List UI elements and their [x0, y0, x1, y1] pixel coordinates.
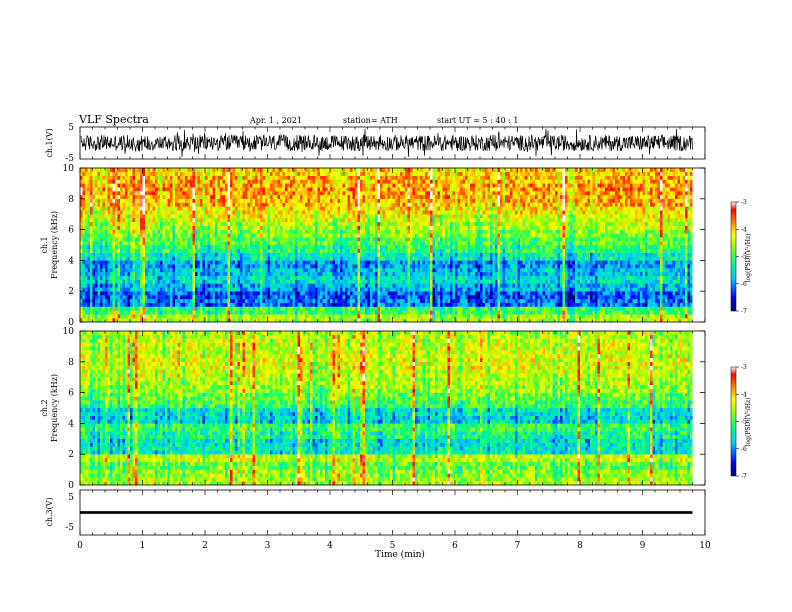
xtick-2: 2 [202, 541, 208, 551]
ch1-spec-ytick-8: 8 [68, 195, 74, 205]
ch2-spec-ylabel-channel: ch.2 [40, 399, 49, 416]
colorbar-tick-neg5: -5 [741, 419, 747, 426]
colorbar-tick-neg3: -3 [741, 199, 747, 206]
ch1-colorbar-label: log(PSD)(V²/Hz) [745, 234, 752, 283]
ch1-spectrogram-image [80, 168, 705, 322]
ch1-ytick-top: 5 [68, 123, 74, 133]
ch1-spec-ytick-4: 4 [68, 256, 74, 266]
ch2-spec-ylabel-frequency: Frequency (kHz) [50, 374, 59, 442]
ch1-waveform-trace [80, 128, 693, 157]
ch2-spectrogram-panel: 10 8 6 4 2 0 ch.2 Frequency (kHz) [40, 327, 706, 491]
colorbar-tick-neg4: -4 [741, 226, 747, 233]
xtick-3: 3 [265, 541, 271, 551]
ch1-wave-ylabel: ch.1(V) [45, 128, 54, 157]
date-label: Apr. 1 , 2021 [249, 116, 302, 125]
ch3-waveform-panel: 5 -5 ch.3(V) [45, 489, 706, 536]
figure-title: VLF Spectra [78, 113, 149, 126]
ch2-spec-ytick-2: 2 [68, 450, 74, 460]
xtick-4: 4 [327, 541, 333, 551]
ch2-spectrogram-image [80, 331, 705, 485]
ch1-spectrogram-panel: 10 8 6 4 2 0 ch.1 Frequency (kHz) [40, 164, 706, 328]
ch2-spec-ytick-10: 10 [63, 327, 75, 337]
start-time-label: start UT = 5 : 40 : 1 [437, 116, 518, 125]
ch1-colorbar: -3 -4 -5 -6 -7 log(PSD)(V²/Hz) [730, 199, 752, 315]
xtick-5: 5 [390, 541, 396, 551]
colorbar-tick-neg5: -5 [741, 254, 747, 261]
colorbar-tick-neg6: -6 [741, 446, 747, 453]
station-label: station= ATH [343, 116, 398, 125]
xtick-0: 0 [77, 541, 83, 551]
ch1-ytick-bottom: -5 [65, 154, 74, 164]
ch2-spec-ytick-4: 4 [68, 419, 74, 429]
xtick-10: 10 [699, 541, 711, 551]
colorbar-tick-neg4: -4 [741, 391, 747, 398]
ch3-wave-ylabel: ch.3(V) [45, 497, 54, 526]
xtick-7: 7 [515, 541, 521, 551]
xtick-9: 9 [640, 541, 646, 551]
x-axis-label: Time (min) [375, 549, 425, 560]
ch1-spec-ytick-6: 6 [68, 226, 74, 236]
ch2-colorbar-label: log(PSD)(V²/Hz) [745, 398, 752, 447]
xtick-8: 8 [577, 541, 583, 551]
ch2-spec-ytick-8: 8 [68, 358, 74, 368]
colorbar-tick-neg3: -3 [741, 364, 747, 371]
ch3-ytick-bottom: -5 [65, 523, 74, 533]
ch2-spec-ytick-0: 0 [68, 481, 74, 491]
colorbar-tick-neg6: -6 [741, 281, 747, 288]
ch1-spec-ytick-2: 2 [68, 287, 74, 297]
ch1-spec-ylabel-channel: ch.1 [40, 236, 49, 253]
time-axis-ticks: 0 1 2 3 4 5 6 7 8 9 10 [77, 127, 711, 551]
ch3-waveform-trace [80, 511, 693, 514]
ch1-spec-ytick-10: 10 [63, 164, 75, 174]
ch1-waveform-panel: 5 -5 ch.1(V) [45, 123, 706, 164]
ch2-colorbar: -3 -4 -5 -6 -7 log(PSD)(V²/Hz) [730, 364, 752, 480]
colorbar-tick-neg7: -7 [741, 473, 747, 480]
ch2-spec-ytick-6: 6 [68, 389, 74, 399]
xtick-1: 1 [140, 541, 146, 551]
xtick-6: 6 [452, 541, 458, 551]
colorbar-tick-neg7: -7 [741, 308, 747, 315]
ch1-spec-ylabel-frequency: Frequency (kHz) [50, 211, 59, 279]
ch3-ytick-top: 5 [68, 493, 74, 503]
ch1-spec-ytick-0: 0 [68, 318, 74, 328]
